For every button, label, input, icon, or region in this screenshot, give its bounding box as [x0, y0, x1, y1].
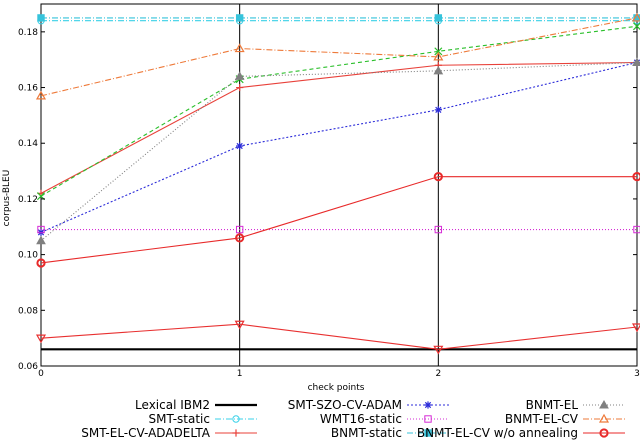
data-point: [632, 172, 640, 182]
series-line-bnmt-el-cv-w-o-annealing: [40, 176, 637, 264]
plot-frame: [40, 3, 638, 367]
data-point: [36, 235, 46, 245]
legend: Lexical IBM2SMT-staticSMT-EL-CV-ADADELTA…: [81, 398, 625, 442]
legend-marker: [598, 413, 610, 423]
series-group: [35, 12, 640, 355]
series-bnmt-el-cv-w-o-annealing: [36, 172, 640, 268]
data-point: [37, 225, 45, 234]
legend-marker: [424, 415, 432, 423]
data-point: [631, 12, 640, 22]
legend-label: BNMT-EL: [526, 398, 579, 412]
x-tick-label: 1: [237, 369, 243, 379]
data-point: [633, 225, 640, 234]
data-point: [434, 47, 443, 56]
data-point: [434, 225, 443, 234]
data-point: [433, 345, 444, 355]
y-tick-label: 0.08: [18, 306, 38, 316]
y-tick-label: 0.10: [18, 251, 38, 261]
data-point: [235, 14, 244, 22]
legend-label: BNMT-static: [331, 426, 402, 440]
legend-item-smt-el-cv-adadelta: SMT-EL-CV-ADADELTA: [81, 426, 257, 440]
x-tick-label: 3: [634, 369, 640, 379]
data-point: [37, 14, 45, 22]
legend-item-lexical-ibm2: Lexical IBM2: [135, 398, 257, 412]
legend-label: SMT-static: [149, 412, 210, 426]
data-point: [632, 57, 640, 66]
data-point: [632, 22, 640, 31]
data-point: [433, 51, 444, 61]
data-point: [234, 71, 245, 80]
tick-labels-group: 0.06 0.08 0.10 0.12 0.14 0.16 0.18 0 1 2 3: [18, 28, 640, 379]
x-tick-label: 2: [435, 369, 441, 379]
legend-label: SMT-SZO-CV-ADAM: [288, 398, 402, 412]
series-smt-el-cv-adam: [36, 22, 640, 201]
y-tick-label: 0.06: [18, 362, 38, 372]
legend-label: WMT16-static: [320, 412, 402, 426]
data-point: [236, 142, 244, 150]
x-tick-label: 0: [38, 369, 44, 379]
data-point: [433, 172, 443, 182]
data-point: [235, 225, 244, 234]
series-wmt16-static: [37, 225, 640, 234]
series-wnmt-el: [35, 320, 640, 355]
legend-item-bnmt-el-cv: BNMT-EL-CV: [505, 412, 625, 426]
series-line-bnmt-el-cv: [40, 17, 638, 97]
legend-label: BNMT-EL-CV: [505, 412, 579, 426]
y-tick-label: 0.12: [18, 195, 38, 205]
series-line-bnmt-el: [40, 61, 638, 242]
legend-item-wmt16-static: WMT16-static: [320, 412, 449, 426]
x-axis-label: check points: [308, 383, 365, 393]
data-point: [434, 106, 442, 114]
y-tick-label: 0.18: [18, 28, 38, 38]
data-point: [235, 233, 245, 243]
legend-item-smt-szo-cv-adam: SMT-SZO-CV-ADAM: [288, 398, 449, 412]
legend-item-bnmt-el-cv-w-o-annealing: BNMT-EL-CV w/o annealing: [417, 426, 625, 440]
series-line-smt-el-cv-adam: [40, 25, 638, 197]
data-point: [434, 14, 443, 22]
series-line-wnmt-el: [40, 323, 638, 350]
y-axis-label: corpus-BLEU: [2, 170, 12, 227]
legend-label: Lexical IBM2: [135, 398, 210, 412]
series-line-smt-el-cv-adadelta: [40, 61, 638, 194]
data-point: [35, 90, 47, 100]
legend-item-bnmt-el: BNMT-EL: [526, 398, 625, 412]
plot-frame-group: [40, 3, 638, 367]
legend-marker: [232, 415, 240, 423]
data-point: [36, 258, 46, 268]
series-bnmt-el: [36, 57, 640, 245]
legend-item-wnmt-el: WNMT-EL: [346, 440, 402, 442]
legend-label: SMT-EL-CV-ADADELTA: [81, 426, 211, 440]
series-bnmt-el-cv: [35, 12, 640, 100]
data-point: [236, 83, 244, 92]
legend-label: BNMT-EL-CV w/o annealing: [417, 426, 578, 440]
legend-label: WNMT-EL: [346, 440, 402, 442]
legend-item-smt-static: SMT-static: [149, 412, 257, 426]
legend-marker: [424, 429, 432, 437]
data-point: [631, 323, 640, 333]
legend-marker: [599, 399, 609, 409]
y-tick-label: 0.16: [18, 84, 38, 94]
data-point: [234, 43, 245, 53]
series-line-smt-szo-cv-adam: [40, 61, 638, 233]
data-point: [433, 65, 444, 75]
legend-item-smt-el-cv-adam: SMT-EL-CV-ADAM: [107, 440, 210, 442]
legend-marker: [424, 401, 432, 409]
legend-marker: [232, 429, 240, 437]
data-point: [35, 334, 47, 344]
legend-label: SMT-EL-CV-ADAM: [107, 440, 210, 442]
legend-marker: [599, 428, 609, 438]
legend-item-bnmt-static: BNMT-static: [331, 426, 449, 440]
y-tick-label: 0.14: [18, 139, 38, 149]
data-point: [234, 320, 245, 330]
